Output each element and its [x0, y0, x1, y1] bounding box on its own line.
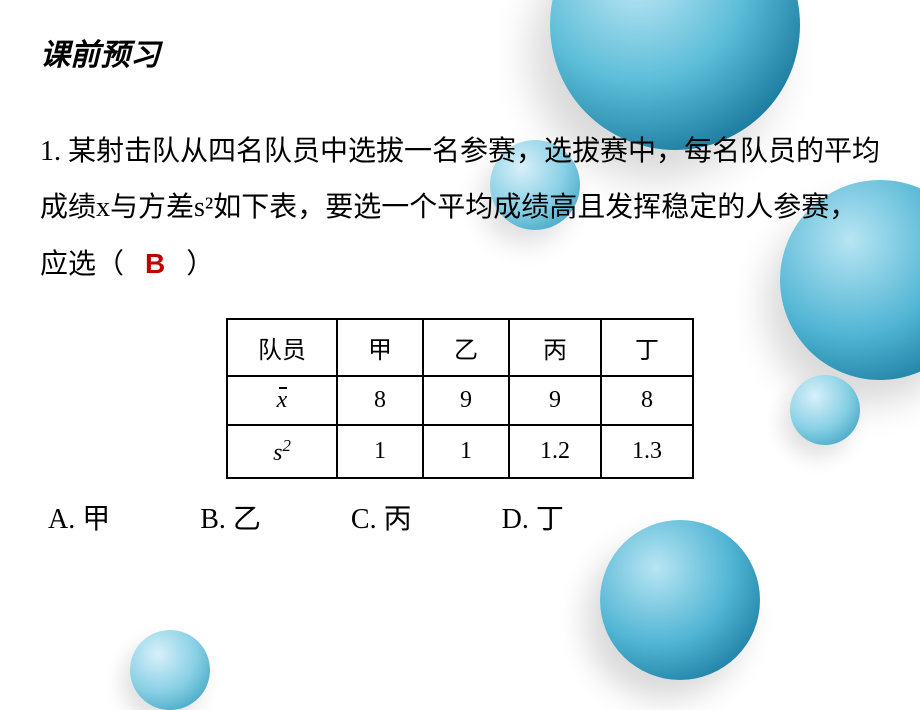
row-label-variance: s2	[227, 425, 337, 478]
table-header-cell: 丁	[601, 319, 693, 376]
table-cell: 1.2	[509, 425, 601, 478]
question-prefix: 1. 某射击队从四名队员中选拔一名参赛，选拔赛中，每名队员的平均成绩x与方差s²…	[40, 136, 880, 280]
table-cell: 9	[509, 376, 601, 425]
table-header-cell: 队员	[227, 319, 337, 376]
table-cell: 1.3	[601, 425, 693, 478]
data-table-wrap: 队员 甲 乙 丙 丁 x 8 9 9 8 s2 1 1 1.2 1.3	[40, 318, 880, 479]
decorative-bubble	[130, 630, 210, 710]
row-label-mean: x	[227, 376, 337, 425]
option-a: A. 甲	[48, 497, 110, 537]
question-suffix: ）	[186, 249, 214, 280]
table-row: 队员 甲 乙 丙 丁	[227, 319, 693, 376]
table-cell: 8	[601, 376, 693, 425]
table-row: x 8 9 9 8	[227, 376, 693, 425]
option-b: B. 乙	[200, 497, 261, 537]
option-c: C. 丙	[351, 497, 412, 537]
slide-content: 课前预习 1. 某射击队从四名队员中选拔一名参赛，选拔赛中，每名队员的平均成绩x…	[0, 0, 920, 567]
table-row: s2 1 1 1.2 1.3	[227, 425, 693, 478]
table-cell: 8	[337, 376, 423, 425]
answer-mark: B	[145, 248, 165, 279]
table-cell: 9	[423, 376, 509, 425]
table-header-cell: 丙	[509, 319, 601, 376]
option-d: D. 丁	[502, 497, 564, 537]
question-text: 1. 某射击队从四名队员中选拔一名参赛，选拔赛中，每名队员的平均成绩x与方差s²…	[40, 124, 880, 293]
table-cell: 1	[423, 425, 509, 478]
table-header-cell: 乙	[423, 319, 509, 376]
data-table: 队员 甲 乙 丙 丁 x 8 9 9 8 s2 1 1 1.2 1.3	[226, 318, 694, 479]
section-title: 课前预习	[40, 30, 880, 74]
table-header-cell: 甲	[337, 319, 423, 376]
answer-options: A. 甲 B. 乙 C. 丙 D. 丁	[40, 497, 880, 537]
table-cell: 1	[337, 425, 423, 478]
